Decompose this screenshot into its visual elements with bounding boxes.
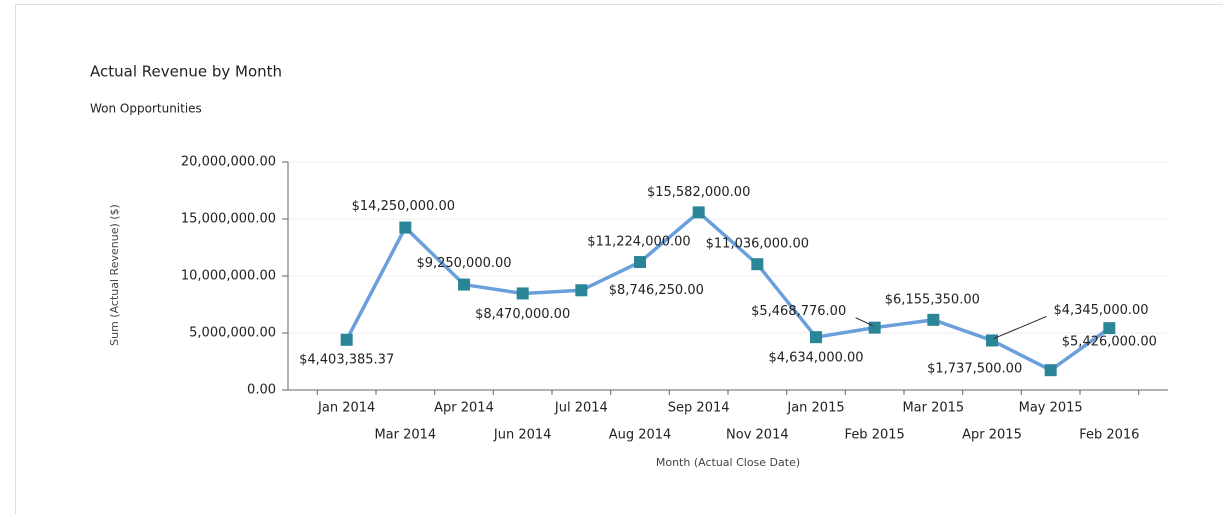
data-label: $11,224,000.00 xyxy=(587,235,690,250)
x-tick-label: Apr 2015 xyxy=(962,428,1022,443)
marker xyxy=(516,287,529,300)
x-tick-label: Jan 2014 xyxy=(317,401,375,416)
x-tick-label: Jun 2014 xyxy=(493,428,552,443)
y-tick-label: 20,000,000.00 xyxy=(181,155,276,170)
x-tick-label: Feb 2015 xyxy=(845,428,905,443)
marker xyxy=(1103,322,1116,335)
data-label: $8,470,000.00 xyxy=(475,307,570,322)
y-tick-label: 15,000,000.00 xyxy=(181,212,276,227)
marker xyxy=(458,278,470,291)
data-label: $5,426,000.00 xyxy=(1062,335,1157,350)
y-tick-label: 10,000,000.00 xyxy=(181,269,276,284)
data-label: $4,345,000.00 xyxy=(1053,303,1148,318)
marker xyxy=(634,256,646,269)
data-label: $1,737,500.00 xyxy=(927,362,1022,377)
data-label: $15,582,000.00 xyxy=(647,185,750,200)
leader-line xyxy=(855,317,873,327)
marker xyxy=(810,331,822,344)
chart-subtitle: Won Opportunities xyxy=(90,102,202,116)
x-tick-label: Feb 2016 xyxy=(1079,428,1139,443)
marker xyxy=(868,321,881,334)
data-label: $8,746,250.00 xyxy=(609,283,704,298)
x-axis-title: Month (Actual Close Date) xyxy=(656,456,800,469)
x-tick-label: Apr 2014 xyxy=(434,401,494,416)
y-axis-title: Sum (Actual Revenue) ($) xyxy=(108,204,121,346)
chart-title: Actual Revenue by Month xyxy=(90,63,282,81)
data-label: $9,250,000.00 xyxy=(416,256,511,271)
data-label: $14,250,000.00 xyxy=(352,199,455,214)
marker xyxy=(340,333,353,346)
data-label: $4,403,385.37 xyxy=(299,352,394,367)
marker xyxy=(986,334,998,347)
marker xyxy=(751,258,764,271)
data-label: $5,468,776.00 xyxy=(751,304,846,319)
data-label: $4,634,000.00 xyxy=(768,351,863,366)
marker xyxy=(927,313,940,326)
leader-line xyxy=(993,316,1047,339)
x-tick-label: Jul 2014 xyxy=(554,401,608,416)
data-label: $11,036,000.00 xyxy=(706,237,809,252)
x-tick-label: Sep 2014 xyxy=(668,401,730,416)
marker xyxy=(692,206,705,219)
x-tick-label: Mar 2015 xyxy=(902,401,964,416)
marker xyxy=(575,284,588,297)
x-tick-label: Aug 2014 xyxy=(609,428,672,443)
x-tick-label: Jan 2015 xyxy=(786,401,844,416)
marker xyxy=(1044,364,1057,377)
x-tick-label: Nov 2014 xyxy=(726,428,789,443)
y-tick-label: 0.00 xyxy=(247,383,276,398)
data-label: $6,155,350.00 xyxy=(885,292,980,307)
x-tick-label: Mar 2014 xyxy=(374,428,436,443)
x-tick-label: May 2015 xyxy=(1019,401,1083,416)
marker xyxy=(399,221,412,234)
y-tick-label: 5,000,000.00 xyxy=(189,326,276,341)
series-line xyxy=(345,210,1111,372)
